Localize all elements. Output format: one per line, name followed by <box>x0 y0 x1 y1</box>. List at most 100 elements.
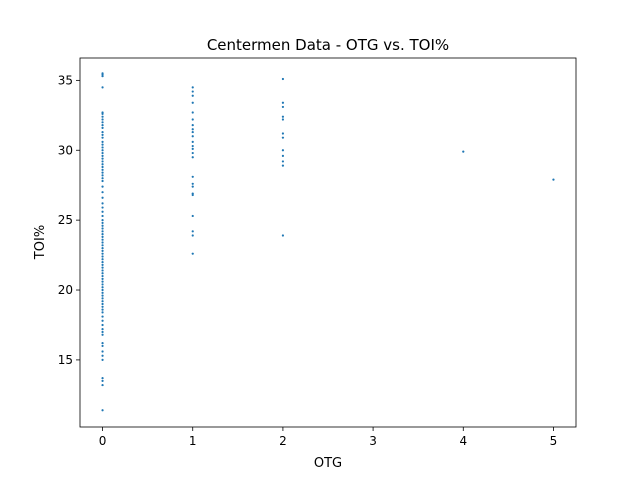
data-point-0-84 <box>101 409 103 411</box>
data-point-0-114 <box>282 132 284 134</box>
data-point-0-11 <box>101 131 103 133</box>
data-point-0-69 <box>101 311 103 313</box>
data-point-0-86 <box>192 90 194 92</box>
data-point-0-21 <box>101 160 103 162</box>
data-point-0-37 <box>101 222 103 224</box>
data-point-0-112 <box>282 116 284 118</box>
data-point-0-65 <box>101 300 103 302</box>
data-point-0-119 <box>282 165 284 167</box>
data-point-0-85 <box>192 86 194 88</box>
data-point-0-46 <box>101 247 103 249</box>
data-point-0-102 <box>192 185 194 187</box>
data-point-0-49 <box>101 255 103 257</box>
data-point-0-108 <box>192 253 194 255</box>
data-point-0-116 <box>282 149 284 151</box>
data-point-0-62 <box>101 292 103 294</box>
data-point-0-8 <box>101 121 103 123</box>
data-point-0-113 <box>282 118 284 120</box>
data-point-0-78 <box>101 350 103 352</box>
data-point-0-101 <box>192 183 194 185</box>
x-tick-label-3: 3 <box>369 434 377 448</box>
data-point-0-22 <box>101 163 103 165</box>
data-point-0-57 <box>101 278 103 280</box>
data-point-0-35 <box>101 215 103 217</box>
data-point-0-54 <box>101 269 103 271</box>
y-tick-label-3: 30 <box>58 143 73 157</box>
data-point-0-75 <box>101 334 103 336</box>
data-point-0-17 <box>101 149 103 151</box>
data-point-0-9 <box>101 124 103 126</box>
data-point-0-12 <box>101 134 103 136</box>
y-tick-label-1: 20 <box>58 283 73 297</box>
data-point-0-66 <box>101 303 103 305</box>
data-point-0-93 <box>192 131 194 133</box>
data-point-0-95 <box>192 141 194 143</box>
data-point-0-52 <box>101 264 103 266</box>
data-point-0-58 <box>101 281 103 283</box>
data-point-0-38 <box>101 225 103 227</box>
x-axis-label: OTG <box>314 456 342 471</box>
data-point-0-120 <box>282 234 284 236</box>
data-point-0-51 <box>101 261 103 263</box>
data-point-0-5 <box>101 113 103 115</box>
data-point-0-55 <box>101 272 103 274</box>
data-point-0-47 <box>101 250 103 252</box>
x-tick-label-2: 2 <box>279 434 287 448</box>
data-point-0-30 <box>101 191 103 193</box>
data-point-0-60 <box>101 286 103 288</box>
data-point-0-74 <box>101 331 103 333</box>
data-point-0-25 <box>101 172 103 174</box>
data-point-0-99 <box>192 156 194 158</box>
data-point-0-98 <box>192 152 194 154</box>
data-point-0-45 <box>101 244 103 246</box>
data-point-0-82 <box>101 380 103 382</box>
data-point-0-44 <box>101 241 103 243</box>
data-point-0-6 <box>101 116 103 118</box>
data-point-0-105 <box>192 215 194 217</box>
data-point-0-41 <box>101 233 103 235</box>
data-point-0-107 <box>192 234 194 236</box>
data-point-0-109 <box>282 78 284 80</box>
data-point-0-39 <box>101 227 103 229</box>
data-point-0-89 <box>192 111 194 113</box>
data-point-0-121 <box>462 151 464 153</box>
data-point-0-13 <box>101 137 103 139</box>
data-point-0-106 <box>192 230 194 232</box>
data-point-0-23 <box>101 166 103 168</box>
data-point-0-71 <box>101 320 103 322</box>
y-axis-label: TOI% <box>33 225 48 260</box>
data-point-0-70 <box>101 315 103 317</box>
data-point-0-3 <box>101 86 103 88</box>
data-point-0-115 <box>282 137 284 139</box>
data-point-0-14 <box>101 141 103 143</box>
data-point-0-56 <box>101 275 103 277</box>
data-point-0-42 <box>101 236 103 238</box>
data-point-0-40 <box>101 230 103 232</box>
data-point-0-50 <box>101 258 103 260</box>
x-tick-label-4: 4 <box>459 434 467 448</box>
data-point-0-29 <box>101 185 103 187</box>
data-point-0-92 <box>192 128 194 130</box>
data-point-0-118 <box>282 160 284 162</box>
data-point-0-117 <box>282 155 284 157</box>
data-point-0-61 <box>101 289 103 291</box>
data-point-0-48 <box>101 253 103 255</box>
data-point-0-96 <box>192 145 194 147</box>
data-point-0-76 <box>101 342 103 344</box>
data-point-0-10 <box>101 127 103 129</box>
data-point-0-63 <box>101 295 103 297</box>
data-point-0-19 <box>101 155 103 157</box>
data-point-0-59 <box>101 283 103 285</box>
data-point-0-31 <box>101 197 103 199</box>
data-point-0-81 <box>101 377 103 379</box>
data-point-0-68 <box>101 308 103 310</box>
data-point-0-90 <box>192 118 194 120</box>
data-point-0-16 <box>101 146 103 148</box>
data-point-0-100 <box>192 176 194 178</box>
data-point-0-43 <box>101 239 103 241</box>
data-point-0-72 <box>101 324 103 326</box>
data-point-0-88 <box>192 102 194 104</box>
x-tick-label-1: 1 <box>189 434 197 448</box>
data-point-0-111 <box>282 106 284 108</box>
